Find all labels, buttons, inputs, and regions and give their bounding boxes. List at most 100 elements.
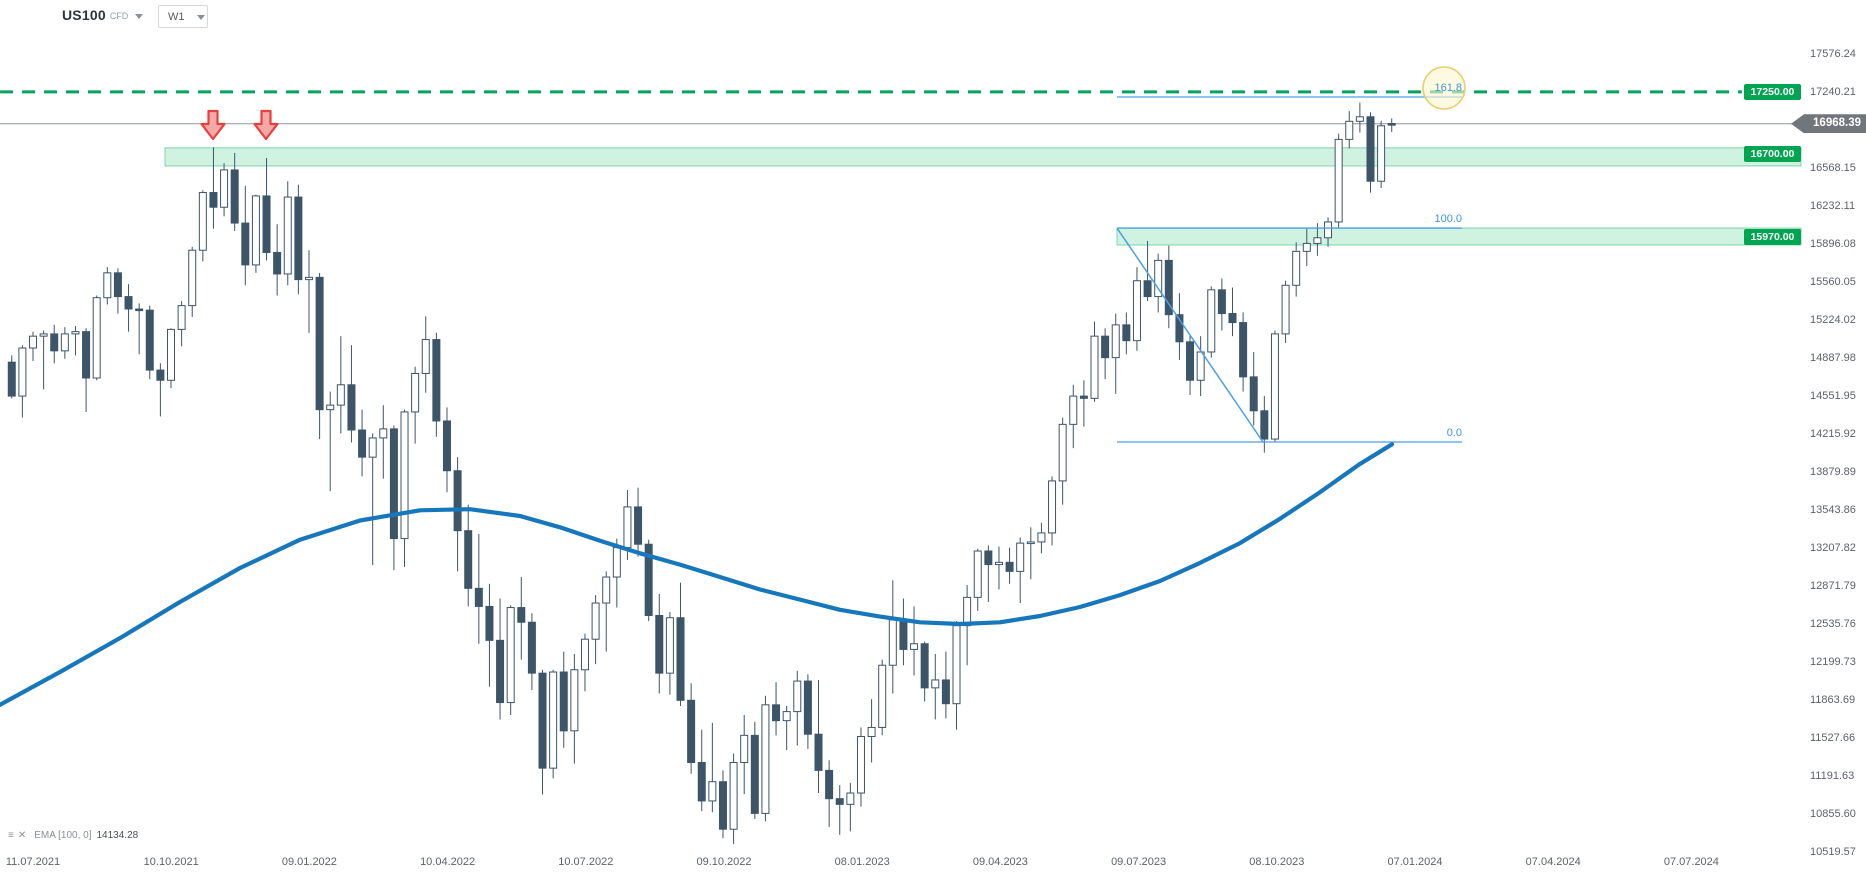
- current-price-tag: 16968.39: [1791, 114, 1866, 134]
- candle: [1207, 286, 1216, 358]
- price-level-badge[interactable]: 17250.00: [1744, 83, 1801, 100]
- candle: [1260, 396, 1269, 453]
- candle: [166, 328, 175, 389]
- candle: [379, 405, 388, 479]
- ema-line: [0, 442, 1395, 707]
- symbol-selector[interactable]: US100 CFD: [62, 7, 144, 23]
- candle: [1249, 351, 1258, 426]
- indicator-value: 14134.28: [96, 830, 139, 841]
- candle: [1164, 245, 1173, 329]
- price-level-badge[interactable]: 16700.00: [1744, 146, 1801, 163]
- time-axis-label: 10.04.2022: [420, 856, 476, 868]
- candle: [18, 345, 27, 418]
- candle: [1101, 328, 1110, 380]
- candle: [442, 407, 451, 493]
- candle: [336, 336, 345, 434]
- supply-zone[interactable]: [164, 147, 1802, 167]
- candle: [973, 548, 982, 611]
- time-axis-label: 09.07.2023: [1111, 856, 1167, 868]
- indicator-remove-icon[interactable]: ✕: [17, 830, 27, 841]
- fibonacci-trend-line[interactable]: [1116, 227, 1264, 443]
- candle: [262, 158, 271, 261]
- candle: [50, 324, 59, 364]
- price-axis-label: 17576.24: [1810, 48, 1856, 60]
- candle: [230, 152, 239, 231]
- candle: [1111, 313, 1120, 394]
- time-axis-label: 11.07.2021: [5, 856, 61, 868]
- time-axis-label: 07.01.2024: [1387, 856, 1443, 868]
- candle: [1026, 527, 1035, 580]
- candle: [814, 679, 823, 794]
- chart-header: US100 CFD W1: [0, 0, 1866, 34]
- candle: [283, 181, 292, 286]
- candle: [782, 705, 791, 751]
- candle: [1281, 280, 1290, 343]
- indicator-legend: ≡ ✕ EMA [100, 0] 14134.28: [8, 830, 138, 841]
- candle: [1154, 253, 1163, 313]
- candle: [676, 582, 685, 706]
- time-axis-label: 09.04.2023: [972, 856, 1028, 868]
- candle: [878, 659, 887, 736]
- supply-zone[interactable]: [1116, 227, 1802, 246]
- candle: [92, 295, 101, 381]
- fibonacci-level-label: 100.0: [1434, 213, 1462, 226]
- candle: [1377, 120, 1386, 189]
- red-down-arrow-icon[interactable]: [253, 109, 279, 141]
- price-axis-label: 14887.98: [1810, 352, 1856, 364]
- candle: [7, 355, 16, 399]
- candle: [1345, 111, 1354, 149]
- candle: [358, 409, 367, 477]
- candle: [29, 331, 37, 362]
- candle: [1058, 417, 1067, 505]
- price-axis-label: 13543.86: [1810, 504, 1856, 516]
- candle: [591, 595, 600, 665]
- candle: [39, 330, 48, 390]
- candle: [729, 753, 738, 844]
- candle: [464, 504, 473, 607]
- indicator-label: EMA [100, 0]: [34, 830, 92, 841]
- candle: [1079, 380, 1088, 427]
- red-down-arrow-icon[interactable]: [200, 109, 226, 141]
- price-axis-label: 11191.63: [1810, 770, 1855, 782]
- candle: [1132, 267, 1141, 351]
- candle: [888, 580, 897, 694]
- candle: [1270, 330, 1279, 443]
- candle: [326, 391, 335, 492]
- candle: [294, 184, 303, 295]
- candle: [1355, 102, 1364, 133]
- price-axis-label: 12871.79: [1810, 580, 1856, 592]
- candle: [103, 267, 112, 305]
- chevron-down-icon: [135, 13, 144, 19]
- candle: [687, 683, 696, 774]
- candle: [485, 583, 494, 687]
- candle: [538, 669, 547, 795]
- candle: [984, 545, 993, 602]
- candle: [1069, 384, 1078, 449]
- candle: [825, 760, 834, 827]
- candle: [188, 246, 197, 317]
- candle: [1090, 321, 1099, 402]
- price-level-badge[interactable]: 15970.00: [1744, 228, 1801, 245]
- price-axis-label: 14551.95: [1810, 390, 1856, 402]
- candle: [474, 534, 483, 644]
- candle: [251, 194, 260, 273]
- candle: [835, 785, 844, 835]
- candle: [71, 325, 80, 356]
- candle: [559, 651, 568, 748]
- highlight-circle[interactable]: [1422, 66, 1466, 110]
- candle: [315, 272, 324, 440]
- price-axis-label: 15224.02: [1810, 314, 1856, 326]
- candle: [580, 633, 589, 692]
- price-axis-label: 14215.92: [1810, 428, 1856, 440]
- candle: [124, 284, 133, 332]
- indicator-settings-icon[interactable]: ≡: [8, 830, 14, 841]
- price-axis-label: 15896.08: [1810, 238, 1856, 250]
- candle: [910, 606, 919, 676]
- candle: [1122, 312, 1131, 355]
- candle: [994, 546, 1003, 590]
- time-axis-label: 07.04.2024: [1525, 856, 1581, 868]
- timeframe-selector[interactable]: W1: [158, 5, 208, 28]
- candle: [867, 699, 876, 763]
- fibonacci-level-label: 161.8: [1434, 81, 1462, 94]
